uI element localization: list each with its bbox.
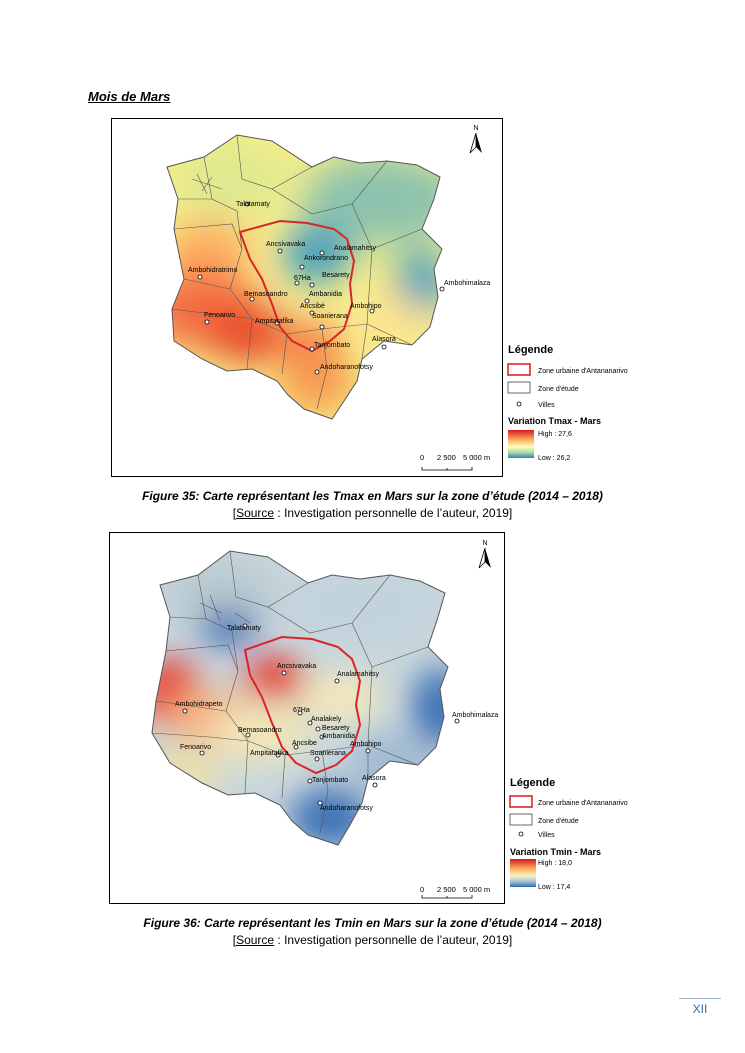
town-label: Ancsibé bbox=[300, 303, 325, 310]
town-label: Ancsibe bbox=[292, 740, 317, 747]
town-label: Ambohidrapeto bbox=[175, 701, 223, 708]
legend-high: High : 27,6 bbox=[538, 431, 572, 438]
legend-high: High : 18,0 bbox=[538, 860, 572, 867]
town-label: Ambohimalaza bbox=[444, 280, 490, 287]
town-label: Ancsivavaka bbox=[266, 241, 305, 248]
town-label: Ambohipo bbox=[350, 303, 382, 310]
town-label: Tanjombato bbox=[312, 777, 348, 784]
town-label: Andoharanofotsy bbox=[320, 805, 373, 812]
town-label: Bemasoandro bbox=[238, 727, 282, 734]
town-label: 67Ha bbox=[294, 275, 311, 282]
town-label: Fenoarivo bbox=[180, 744, 211, 751]
figure-source: [Source : Investigation personnelle de l… bbox=[232, 933, 513, 947]
tmax-map: Talatamaty Ancsivavaka Analamahitsy Anko… bbox=[111, 118, 503, 477]
tmax-legend: Légende Zone urbaine d'Antananarivo Zone… bbox=[507, 344, 628, 462]
tmin-map: Talatamaty Ancsivavaka Analamahitsy Ambo… bbox=[109, 532, 505, 904]
svg-text:N: N bbox=[482, 540, 487, 547]
svg-text:0: 0 bbox=[420, 453, 424, 462]
town-label: Talatamaty bbox=[236, 201, 270, 208]
town-label: Ambanidia bbox=[322, 733, 355, 740]
town-label: Besarety bbox=[322, 272, 350, 279]
town-label: Analamahitsy bbox=[337, 671, 380, 678]
page-number: XII bbox=[679, 998, 721, 1016]
town-label: Bemasoandro bbox=[244, 291, 288, 298]
north-arrow-icon: N bbox=[469, 125, 482, 154]
svg-text:2 500: 2 500 bbox=[437, 453, 456, 462]
town-label: Ampitatafika bbox=[250, 750, 289, 757]
legend-study: Zone d'étude bbox=[538, 386, 579, 393]
town-label: Besarety bbox=[322, 725, 350, 732]
figure-caption: Figure 35: Carte représentant les Tmax e… bbox=[142, 489, 603, 503]
legend-title: Légende bbox=[510, 777, 555, 789]
legend-urban: Zone urbaine d'Antananarivo bbox=[538, 368, 628, 375]
north-arrow-icon: N bbox=[478, 540, 491, 569]
legend-low: Low : 17,4 bbox=[538, 884, 570, 891]
section-title: Mois de Mars bbox=[88, 89, 171, 104]
town-label: Tanjombato bbox=[314, 342, 350, 349]
town-label: Ambohipo bbox=[350, 741, 382, 748]
town-label: Talatamaty bbox=[227, 625, 261, 632]
town-label: Soanierana bbox=[310, 750, 346, 757]
svg-text:5 000 m: 5 000 m bbox=[463, 453, 490, 462]
svg-text:2 500: 2 500 bbox=[437, 885, 456, 894]
town-label: Alasora bbox=[372, 336, 396, 343]
town-label: Soanierana bbox=[312, 313, 348, 320]
town-label: Ambohimalaza bbox=[452, 712, 498, 719]
legend-title: Légende bbox=[508, 344, 553, 356]
town-label: Ankorondrano bbox=[304, 255, 348, 262]
town-label: Alasora bbox=[362, 775, 386, 782]
tmin-legend: Légende Zone urbaine d'Antananarivo Zone… bbox=[509, 777, 628, 891]
town-label: Ambanidia bbox=[309, 291, 342, 298]
scale-bar: 0 2 500 5 000 m bbox=[420, 885, 490, 899]
legend-variation-title: Variation Tmax - Mars bbox=[508, 416, 601, 426]
figure-caption: Figure 36: Carte représentant les Tmin e… bbox=[143, 916, 602, 930]
svg-text:5 000 m: 5 000 m bbox=[463, 885, 490, 894]
legend-study: Zone d'étude bbox=[538, 818, 579, 825]
legend-towns: Villes bbox=[538, 832, 555, 839]
legend-urban: Zone urbaine d'Antananarivo bbox=[538, 800, 628, 807]
town-label: Ancsivavaka bbox=[277, 663, 316, 670]
figure-source: [Source : Investigation personnelle de l… bbox=[232, 506, 513, 520]
legend-towns: Villes bbox=[538, 402, 555, 409]
scale-bar: 0 2 500 5 000 m bbox=[420, 453, 490, 471]
town-label: Ambohidratrimo bbox=[188, 267, 238, 274]
town-label: Andoharanofotsy bbox=[320, 364, 373, 371]
urban-zone-outline bbox=[243, 635, 362, 775]
town-label: Analamahitsy bbox=[334, 245, 377, 252]
urban-zone-outline bbox=[238, 219, 356, 353]
svg-text:N: N bbox=[473, 125, 478, 132]
town-label: Analakely bbox=[311, 716, 342, 723]
town-label: Fenoarivo bbox=[204, 312, 235, 319]
town-label: Ampitatafika bbox=[255, 318, 294, 325]
legend-low: Low : 26,2 bbox=[538, 455, 570, 462]
svg-text:0: 0 bbox=[420, 885, 424, 894]
legend-variation-title: Variation Tmin - Mars bbox=[510, 847, 601, 857]
town-label: 67Ha bbox=[293, 707, 310, 714]
